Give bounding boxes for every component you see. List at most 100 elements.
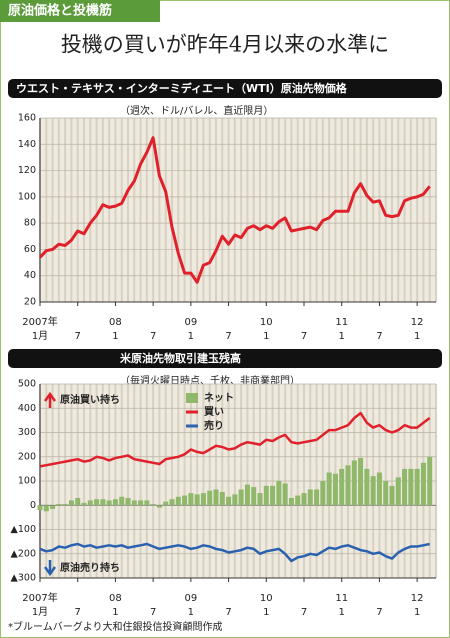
series-line: [39, 411, 431, 468]
bar: [125, 497, 131, 506]
y-tick-label: 200: [18, 451, 36, 462]
year-label: 2007年: [22, 591, 57, 604]
bar: [175, 496, 181, 506]
bar: [87, 500, 93, 506]
bar: [307, 489, 313, 506]
bar: [163, 501, 169, 506]
y-tick-label: 500: [18, 379, 36, 390]
bar: [62, 504, 68, 506]
tag-box: [0, 0, 160, 22]
bar: [56, 504, 62, 506]
arrow-down: [43, 560, 57, 577]
x-tick-label: 1: [414, 607, 420, 618]
bar: [301, 493, 307, 506]
bar: [144, 500, 150, 506]
bar: [81, 502, 87, 506]
bar: [282, 483, 288, 506]
bar: [219, 491, 225, 506]
bar: [326, 472, 332, 506]
bar: [188, 493, 194, 506]
year-label: 08: [109, 593, 122, 604]
x-tick-label: 7: [376, 607, 382, 618]
bar: [420, 462, 426, 506]
bar: [427, 456, 433, 506]
y-tick-label: 100: [18, 191, 36, 202]
y-tick-label: 400: [18, 403, 36, 414]
x-tick-label: 7: [150, 331, 156, 342]
bar: [213, 489, 219, 506]
x-tick-label: 7: [376, 331, 382, 342]
bar: [263, 485, 269, 506]
bar: [119, 496, 125, 506]
year-label: 11: [335, 593, 348, 604]
x-tick-label: 1: [339, 331, 345, 342]
bar: [351, 460, 357, 506]
bar: [345, 465, 351, 506]
bar: [383, 481, 389, 506]
legend-swatch: [186, 393, 198, 403]
x-tick-label: 1: [112, 607, 118, 618]
footer: *ブルームバーグより大和住銀投信投資顧問作成: [8, 620, 223, 633]
year-label: 09: [184, 593, 197, 604]
annotation: 原油買い持ち: [60, 393, 120, 406]
y-tick-label: ▲100: [11, 524, 36, 535]
bar: [138, 500, 144, 506]
x-tick-label: 7: [301, 607, 307, 618]
bar: [169, 499, 175, 506]
y-tick-label: 40: [24, 270, 36, 281]
x-tick-label: 7: [225, 331, 231, 342]
x-tick-label: 1: [339, 607, 345, 618]
bar: [402, 468, 408, 506]
legend-label: ネット: [204, 392, 234, 404]
x-tick-label: 1月: [32, 330, 48, 342]
x-tick-label: 1: [188, 607, 194, 618]
bar: [75, 497, 81, 506]
year-label: 08: [109, 317, 122, 328]
y-tick-label: 0: [30, 500, 36, 511]
bar: [200, 493, 206, 506]
series-line: [38, 136, 431, 284]
bar: [37, 505, 43, 511]
panel-bar: [8, 349, 442, 368]
y-tick-label: 60: [24, 244, 36, 255]
bar: [389, 485, 395, 506]
bar: [257, 493, 263, 506]
bar: [50, 505, 56, 509]
y-tick-label: 100: [18, 476, 36, 487]
x-tick-label: 7: [225, 607, 231, 618]
bar: [238, 489, 244, 506]
bar: [408, 468, 414, 506]
bar: [156, 505, 162, 508]
bar: [288, 497, 294, 506]
x-tick-label: 7: [301, 331, 307, 342]
x-tick-label: 1: [263, 607, 269, 618]
bar: [270, 485, 276, 506]
bar: [376, 472, 382, 506]
bar: [182, 495, 188, 506]
x-tick-label: 1: [263, 331, 269, 342]
bar: [94, 499, 100, 506]
bar: [244, 484, 250, 506]
y-tick-label: ▲300: [11, 573, 36, 584]
tag: 原油価格と投機筋: [8, 3, 112, 19]
x-tick-label: 1: [112, 331, 118, 342]
panel-subtitle: （週次、ドル/バレル、直近限月）: [120, 104, 273, 117]
x-tick-label: 7: [75, 607, 81, 618]
y-tick-label: 300: [18, 427, 36, 438]
year-label: 09: [184, 317, 197, 328]
plot-bg: [40, 118, 436, 302]
y-tick-label: 120: [18, 165, 36, 176]
bar: [232, 494, 238, 506]
bar: [332, 473, 338, 506]
y-tick-label: 20: [24, 297, 36, 308]
bar: [295, 495, 301, 506]
bar: [194, 494, 200, 506]
year-label: 10: [260, 317, 273, 328]
bar: [339, 468, 345, 506]
bar: [395, 477, 401, 506]
x-tick-label: 7: [75, 331, 81, 342]
arrow-up: [43, 391, 57, 408]
legend-label: 売り: [204, 419, 224, 432]
series-line: [39, 542, 430, 563]
